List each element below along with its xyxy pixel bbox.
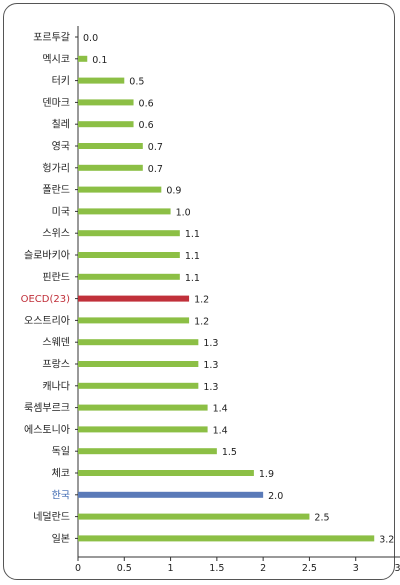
bar xyxy=(78,208,171,215)
category-label: 폴란드 xyxy=(42,184,70,196)
category-label: 일본 xyxy=(52,533,70,545)
bar xyxy=(78,252,180,258)
value-label: 2.5 xyxy=(314,513,329,524)
value-label: 0.7 xyxy=(148,142,163,153)
x-tick-label: 0 xyxy=(75,563,81,574)
value-label: 1.3 xyxy=(203,360,218,371)
category-label: 멕시코 xyxy=(42,53,70,65)
category-label: 체코 xyxy=(52,468,70,480)
bar xyxy=(78,404,208,411)
value-label: 0.6 xyxy=(139,120,154,131)
bar xyxy=(78,339,199,346)
category-label: 영국 xyxy=(52,141,70,153)
bar xyxy=(78,77,125,84)
bar xyxy=(78,382,199,389)
value-label: 0.1 xyxy=(92,55,107,66)
bar xyxy=(78,121,134,128)
value-label: 1.2 xyxy=(194,316,209,327)
bar xyxy=(78,99,134,106)
value-label: 0.9 xyxy=(166,186,181,197)
value-label: 1.0 xyxy=(176,207,191,218)
bar xyxy=(78,295,190,302)
category-label: 한국 xyxy=(52,489,70,501)
value-label: 1.3 xyxy=(203,338,218,349)
category-label: 캐나다 xyxy=(42,380,70,392)
value-label: 3.2 xyxy=(379,534,394,545)
value-label: 1.1 xyxy=(185,273,200,284)
category-label: 프랑스 xyxy=(42,359,70,371)
category-label: 에스토니아 xyxy=(24,424,70,436)
category-label: 스웨덴 xyxy=(42,337,70,349)
bar xyxy=(78,426,208,433)
category-label: 미국 xyxy=(52,206,70,218)
value-label: 0.5 xyxy=(129,77,144,88)
category-label: 터키 xyxy=(52,75,70,87)
value-label: 1.4 xyxy=(213,425,228,436)
category-label: 칠레 xyxy=(52,119,70,131)
category-label: 룩셈부르크 xyxy=(24,402,70,414)
chart-frame xyxy=(3,3,395,580)
x-tick-label: 0.5 xyxy=(117,563,132,574)
bar xyxy=(78,513,310,520)
category-label: 헝가리 xyxy=(42,162,70,174)
x-tick-label: 2 xyxy=(260,563,266,574)
category-label: 핀란드 xyxy=(42,271,70,283)
bar xyxy=(78,55,88,62)
bar xyxy=(78,230,180,237)
bar xyxy=(78,186,162,193)
value-label: 1.1 xyxy=(185,229,200,240)
x-tick-label: 2.5 xyxy=(302,563,317,574)
value-label: 0.7 xyxy=(148,164,163,175)
category-label: 네덜란드 xyxy=(33,511,70,523)
x-tick-label: 1.5 xyxy=(209,563,224,574)
value-label: 0.6 xyxy=(139,98,154,109)
category-label: 스위스 xyxy=(42,227,70,240)
category-label: OECD(23) xyxy=(21,294,70,305)
value-label: 1.4 xyxy=(213,404,228,415)
bar xyxy=(78,448,217,455)
value-label: 1.2 xyxy=(194,295,209,306)
value-label: 1.1 xyxy=(185,251,200,262)
category-label: 덴마크 xyxy=(42,97,70,109)
bar xyxy=(78,317,190,324)
value-label: 0.0 xyxy=(83,33,98,44)
category-label: 독일 xyxy=(52,446,70,458)
value-label: 1.3 xyxy=(203,382,218,393)
bar xyxy=(78,273,180,280)
x-tick-label: 1 xyxy=(168,563,174,574)
bar xyxy=(78,535,375,542)
bar xyxy=(78,143,143,149)
value-label: 2.0 xyxy=(268,491,283,502)
value-label: 1.9 xyxy=(259,469,274,480)
category-label: 오스트리아 xyxy=(24,315,70,327)
bar xyxy=(78,164,143,171)
bar xyxy=(78,470,254,476)
bar xyxy=(78,361,199,367)
x-tick-label: 3.5 xyxy=(394,563,400,574)
x-tick-label: 3 xyxy=(353,563,359,574)
value-label: 1.5 xyxy=(222,447,237,458)
category-label: 포르투갈 xyxy=(33,31,70,44)
category-label: 슬로바키아 xyxy=(24,250,70,262)
bar xyxy=(78,491,264,498)
